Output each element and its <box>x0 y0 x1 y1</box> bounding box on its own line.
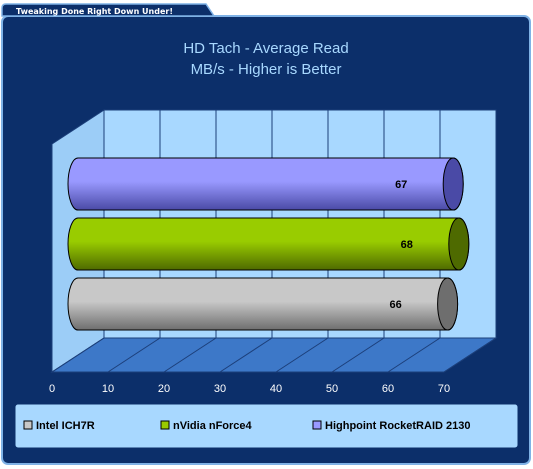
data-label: 67 <box>395 179 407 191</box>
floor-gridline <box>219 337 273 373</box>
legend-swatch <box>312 420 322 430</box>
data-label: 66 <box>389 299 401 311</box>
floor-gridline <box>107 337 161 373</box>
floor-gridline <box>331 337 385 373</box>
bar-0: 66 <box>67 277 459 331</box>
legend-item: nVidia nForce4 <box>160 420 253 432</box>
floor-gridline <box>163 337 217 373</box>
bars-group: 66 68 67 <box>67 157 470 331</box>
banner-tab <box>1 3 216 17</box>
legend-swatch <box>160 420 170 430</box>
legend: Intel ICH7R nVidia nForce4 Highpoint Rocke… <box>23 420 470 432</box>
bar-1: 68 <box>67 217 470 271</box>
x-tick-label: 0 <box>49 383 55 395</box>
x-axis-ticks: 0 10 20 30 40 50 60 70 <box>49 383 450 395</box>
chart-title: HD Tach - Average Read <box>183 40 348 57</box>
banner-text: Tweaking Done Right Down Under! <box>16 7 173 16</box>
x-tick-label: 20 <box>158 383 170 395</box>
x-tick-label: 70 <box>438 383 450 395</box>
bar-2: 67 <box>67 157 464 211</box>
floor-gridline <box>51 337 105 373</box>
legend-label: Intel ICH7R <box>36 420 95 432</box>
legend-item: Intel ICH7R <box>23 420 95 432</box>
legend-item: Highpoint RocketRAID 2130 <box>312 420 470 432</box>
floor-gridline <box>275 337 329 373</box>
x-tick-label: 60 <box>382 383 394 395</box>
bar-cap <box>448 217 470 271</box>
legend-label: nVidia nForce4 <box>173 420 253 432</box>
x-tick-label: 50 <box>326 383 338 395</box>
data-label: 68 <box>401 239 413 251</box>
x-tick-label: 10 <box>102 383 114 395</box>
bar-cap <box>442 157 464 211</box>
legend-swatch <box>23 420 33 430</box>
x-tick-label: 40 <box>270 383 282 395</box>
plot-floor <box>50 337 498 373</box>
chart-subtitle: MB/s - Higher is Better <box>191 61 342 78</box>
bar-cap <box>437 277 459 331</box>
x-tick-label: 30 <box>214 383 226 395</box>
legend-box <box>14 403 519 449</box>
legend-label: Highpoint RocketRAID 2130 <box>325 420 470 432</box>
floor-gridline <box>443 337 497 373</box>
floor-gridline <box>387 337 441 373</box>
